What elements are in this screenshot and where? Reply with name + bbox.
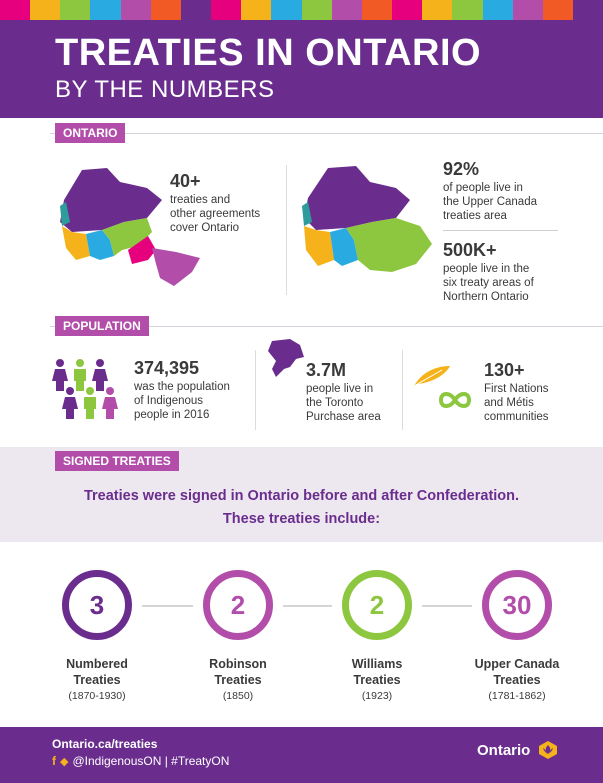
- treaty-circle-williams: 2: [332, 560, 422, 650]
- ontario-logo-text: Ontario: [477, 742, 531, 759]
- stat-upper-canada-percent: 92%: [443, 159, 480, 179]
- trillium-logo-icon: [539, 741, 557, 759]
- stat-treaties-text: treaties and other agreements cover Ontari…: [170, 194, 261, 234]
- facebook-icon[interactable]: f: [52, 754, 56, 768]
- treaty-circle-upper-canada: 30: [472, 560, 562, 650]
- upper-canada-treaties-map-icon: [302, 166, 432, 272]
- section-rule: [50, 133, 603, 134]
- footer-social: f ◆ @IndigenousON | #TreatyON: [52, 754, 229, 768]
- stat-northern-population: 500K+: [443, 240, 497, 260]
- treaty-years: (1923): [361, 690, 393, 702]
- stat-indigenous-text: was the population of Indigenous people in…: [134, 381, 230, 421]
- stat-toronto-text: people live in the Toronto Purchase area: [306, 383, 381, 423]
- treaty-name: Upper Canada Treaties: [474, 657, 560, 687]
- treaty-years: (1870-1930): [68, 690, 126, 702]
- footer: [0, 727, 603, 783]
- section-label-ontario: ONTARIO: [55, 123, 126, 143]
- people-icon: [52, 359, 118, 419]
- treaty-circle-robinson: 2: [193, 560, 283, 650]
- treaty-years: (1781-1862): [488, 690, 546, 702]
- stat-toronto-population: 3.7M: [306, 360, 347, 380]
- footer-url-link[interactable]: Ontario.ca/treaties: [52, 737, 158, 751]
- divider: [443, 230, 558, 231]
- section-label-population: POPULATION: [55, 316, 149, 336]
- treaty-name: Robinson Treaties: [209, 657, 267, 687]
- ontario-treaty-map-icon: [60, 168, 200, 286]
- treaty-circle-numbered: 3: [52, 560, 142, 650]
- section-label-signed-treaties: SIGNED TREATIES: [55, 451, 179, 471]
- divider: [402, 350, 403, 430]
- page-title: TREATIES IN ONTARIO: [55, 32, 482, 74]
- infinity-icon: [438, 392, 472, 408]
- treaty-name: Numbered Treaties: [66, 657, 128, 687]
- toronto-purchase-map-icon: [268, 339, 304, 377]
- stat-communities-text: First Nations and Métis communities: [484, 383, 549, 423]
- feather-icon: [413, 366, 450, 387]
- treaty-name: Williams Treaties: [351, 657, 403, 687]
- section-rule: [50, 326, 603, 327]
- header-banner: TREATIES IN ONTARIO BY THE NUMBERS: [0, 0, 603, 118]
- treaty-count: 2: [230, 589, 246, 620]
- stat-communities-count: 130+: [484, 360, 525, 380]
- signed-treaties-intro: Treaties were signed in Ontario before a…: [83, 488, 520, 527]
- treaty-count: 30: [502, 589, 532, 620]
- twitter-icon[interactable]: ◆: [60, 755, 69, 768]
- decorative-color-strip: [0, 0, 603, 20]
- treaty-count: 3: [89, 589, 105, 620]
- stat-treaties-count: 40+: [170, 171, 201, 191]
- divider: [255, 350, 256, 430]
- treaty-count: 2: [369, 589, 385, 620]
- stat-northern-text: people live in the six treaty areas of Nor…: [443, 263, 534, 303]
- page-subtitle: BY THE NUMBERS: [55, 76, 275, 103]
- stat-upper-canada-text: of people live in the Upper Canada treatie…: [443, 182, 537, 222]
- treaty-connector-line: [80, 605, 530, 607]
- divider: [286, 165, 287, 295]
- treaty-years: (1850): [222, 690, 254, 702]
- stat-indigenous-population: 374,395: [134, 358, 200, 378]
- footer-social-handles: @IndigenousON | #TreatyON: [72, 754, 230, 768]
